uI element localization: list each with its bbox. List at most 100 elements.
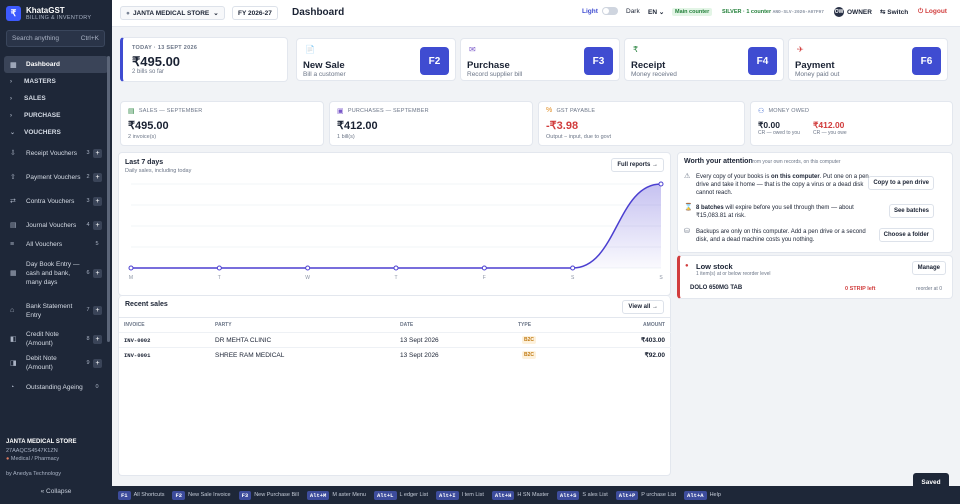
attention-item: ⛁ Backups are only on this computer. Add … xyxy=(684,228,934,250)
sales-stat-card: ▤ SALES — SEPTEMBER ₹495.00 2 invoice(s) xyxy=(120,101,324,146)
shortcut-key[interactable]: Alt+L xyxy=(373,490,397,500)
brand: ₹ KhataGST BILLING & INVENTORY xyxy=(6,6,91,21)
collapse-button[interactable]: « Collapse xyxy=(40,488,72,495)
sidebar-item-label: PURCHASE xyxy=(24,112,61,119)
add-voucher-button[interactable]: + xyxy=(93,358,102,368)
add-voucher-button[interactable]: + xyxy=(93,220,102,230)
data-point[interactable] xyxy=(658,181,664,187)
language-selector[interactable]: EN ⌄ xyxy=(648,8,664,16)
data-point[interactable] xyxy=(305,265,311,271)
attention-action-button[interactable]: See batches xyxy=(888,204,934,218)
quick-action-name: Receipt xyxy=(631,60,666,71)
full-reports-button[interactable]: Full reports → xyxy=(611,158,664,172)
company-selector[interactable]: ● JANTA MEDICAL STORE ⌄ xyxy=(120,6,225,20)
quick-action-new-sale[interactable]: 📄 New Sale Bill a customer F2 xyxy=(296,38,456,81)
attention-text-pre: Every copy of your books is xyxy=(696,174,772,180)
shortcut-key[interactable]: F2 xyxy=(172,490,186,500)
box-icon: ▣ xyxy=(337,108,344,115)
shortcut-key[interactable]: Alt+S xyxy=(556,490,580,500)
voucher-icon: ⇄ xyxy=(10,197,16,205)
purchases-stat-value: ₹412.00 xyxy=(337,120,378,132)
theme-toggle[interactable] xyxy=(599,7,621,15)
shortcut-key[interactable]: F3 xyxy=(238,490,252,500)
attention-text-post: . Put one on a pen drive and take it hom… xyxy=(696,174,869,196)
attention-text-bold: on this computer xyxy=(771,174,820,180)
sidebar-item-voucher[interactable]: ▦ Day Book Entry — cash and bank, many da… xyxy=(4,252,108,294)
sales-chart-card: Last 7 days Daily sales, including today… xyxy=(118,152,671,296)
sidebar-item-label: Contra Vouchers xyxy=(26,197,75,205)
shortcut-key[interactable]: Alt+M xyxy=(306,490,330,500)
add-voucher-button[interactable]: + xyxy=(93,148,102,158)
today-label: TODAY · 13 SEPT 2026 xyxy=(132,45,198,51)
gst-stat-header: % GST PAYABLE xyxy=(546,107,595,114)
owed-to-you-value: ₹0.00 xyxy=(758,120,780,130)
quick-action-purchase[interactable]: ✉ Purchase Record supplier bill F3 xyxy=(460,38,620,81)
manage-button[interactable]: Manage xyxy=(911,261,946,275)
sales-stat-sub: 2 invoice(s) xyxy=(128,134,157,140)
add-voucher-button[interactable]: + xyxy=(93,268,102,278)
sidebar-section-masters[interactable]: › MASTERS xyxy=(4,73,108,90)
add-voucher-button[interactable]: + xyxy=(93,196,102,206)
fy-selector[interactable]: FY 2026-27 xyxy=(232,6,278,20)
sidebar-scrollbar[interactable] xyxy=(107,56,110,342)
view-all-button[interactable]: View all → xyxy=(622,300,664,314)
logout-button[interactable]: ⏻ Logout xyxy=(918,8,947,15)
shortcut-number: 5 xyxy=(95,241,99,247)
owner-menu[interactable]: OW OWNER xyxy=(834,7,872,17)
money-owed-card: ⚇ MONEY OWED ₹0.00 CR — owed to you ₹412.… xyxy=(750,101,953,146)
quick-action-payment[interactable]: ✈ Payment Money paid out F6 xyxy=(788,38,948,81)
shortcut-key[interactable]: F1 xyxy=(118,490,131,500)
attention-action-button[interactable]: Copy to a pen drive xyxy=(868,176,934,190)
attention-action-button[interactable]: Choose a folder xyxy=(878,228,934,242)
data-point[interactable] xyxy=(216,265,222,271)
sidebar-item-voucher[interactable]: ≡ All Vouchers 5 xyxy=(4,237,108,252)
shortcut-label: P urchase List xyxy=(641,492,677,498)
add-voucher-button[interactable]: + xyxy=(93,306,102,315)
shortcut-key-badge: F2 xyxy=(420,47,449,75)
shortcut-key[interactable]: Alt+P xyxy=(615,490,639,500)
sidebar-item-voucher[interactable]: ⇄ Contra Vouchers 3 + xyxy=(4,189,108,213)
sidebar-item-voucher[interactable]: ⇩ Receipt Vouchers 3 + xyxy=(4,141,108,165)
data-point[interactable] xyxy=(128,265,134,271)
shortcut-number: 0 xyxy=(95,383,99,390)
data-point[interactable] xyxy=(393,265,399,271)
sidebar-item-voucher[interactable]: ◔ Outstanding Ageing 0 xyxy=(4,375,108,399)
sidebar: ₹ KhataGST BILLING & INVENTORY Search an… xyxy=(0,0,112,504)
data-point[interactable] xyxy=(570,265,576,271)
sidebar-item-voucher[interactable]: ◨ Debit Note (Amount) 9 + xyxy=(4,351,108,375)
toggle-switch[interactable] xyxy=(602,7,618,15)
sidebar-item-voucher[interactable]: ▤ Journal Vouchers 4 + xyxy=(4,213,108,237)
attention-item: ⌛ 8 batches will expire before you sell t… xyxy=(684,204,934,226)
sidebar-section-sales[interactable]: › SALES xyxy=(4,90,108,107)
purchases-stat-sub: 1 bill(s) xyxy=(337,134,355,140)
shortcut-key-badge: F6 xyxy=(912,47,941,75)
sidebar-search-input[interactable]: Search anything Ctrl+K xyxy=(6,30,105,47)
sidebar-item-label: SALES xyxy=(24,95,46,102)
shortcut-key[interactable]: Alt+A xyxy=(684,490,707,500)
table-row[interactable]: INV-0001 SHREE RAM MEDICAL 13 Sept 2026 B2C… xyxy=(119,347,671,362)
quick-action-desc: Bill a customer xyxy=(303,71,346,78)
add-voucher-button[interactable]: + xyxy=(93,172,102,182)
sidebar-section-vouchers[interactable]: ⌄ VOUCHERS xyxy=(4,124,108,141)
quick-action-name: Purchase xyxy=(467,60,510,71)
sidebar-section-purchase[interactable]: › PURCHASE xyxy=(4,107,108,124)
sidebar-item-voucher[interactable]: ⇧ Payment Vouchers 2 + xyxy=(4,165,108,189)
add-voucher-button[interactable]: + xyxy=(93,334,102,344)
sidebar-item-voucher[interactable]: ◧ Credit Note (Amount) 8 + xyxy=(4,327,108,351)
sidebar-item-dashboard[interactable]: ▦ Dashboard xyxy=(4,56,108,73)
owner-label: OWNER xyxy=(847,8,872,16)
quick-action-desc: Money paid out xyxy=(795,71,840,78)
x-tick-label: W xyxy=(305,275,310,281)
sidebar-item-voucher[interactable]: ⌂ Bank Statement Entry 7 + xyxy=(4,294,108,327)
table-row[interactable]: INV-0002 DR MEHTA CLINIC 13 Sept 2026 B2C ₹4… xyxy=(119,332,671,347)
x-tick-label: T xyxy=(394,275,397,281)
x-tick-label: S xyxy=(571,275,575,281)
shortcut-key[interactable]: Alt+I xyxy=(436,490,459,500)
chevron-down-icon: ⌄ xyxy=(10,130,16,136)
quick-action-receipt[interactable]: ₹ Receipt Money received F4 xyxy=(624,38,784,81)
invoice-date: 13 Sept 2026 xyxy=(400,351,439,359)
shortcut-key[interactable]: Alt+H xyxy=(491,490,515,500)
data-point[interactable] xyxy=(481,265,487,271)
switch-button[interactable]: ⇆ Switch xyxy=(880,9,909,16)
